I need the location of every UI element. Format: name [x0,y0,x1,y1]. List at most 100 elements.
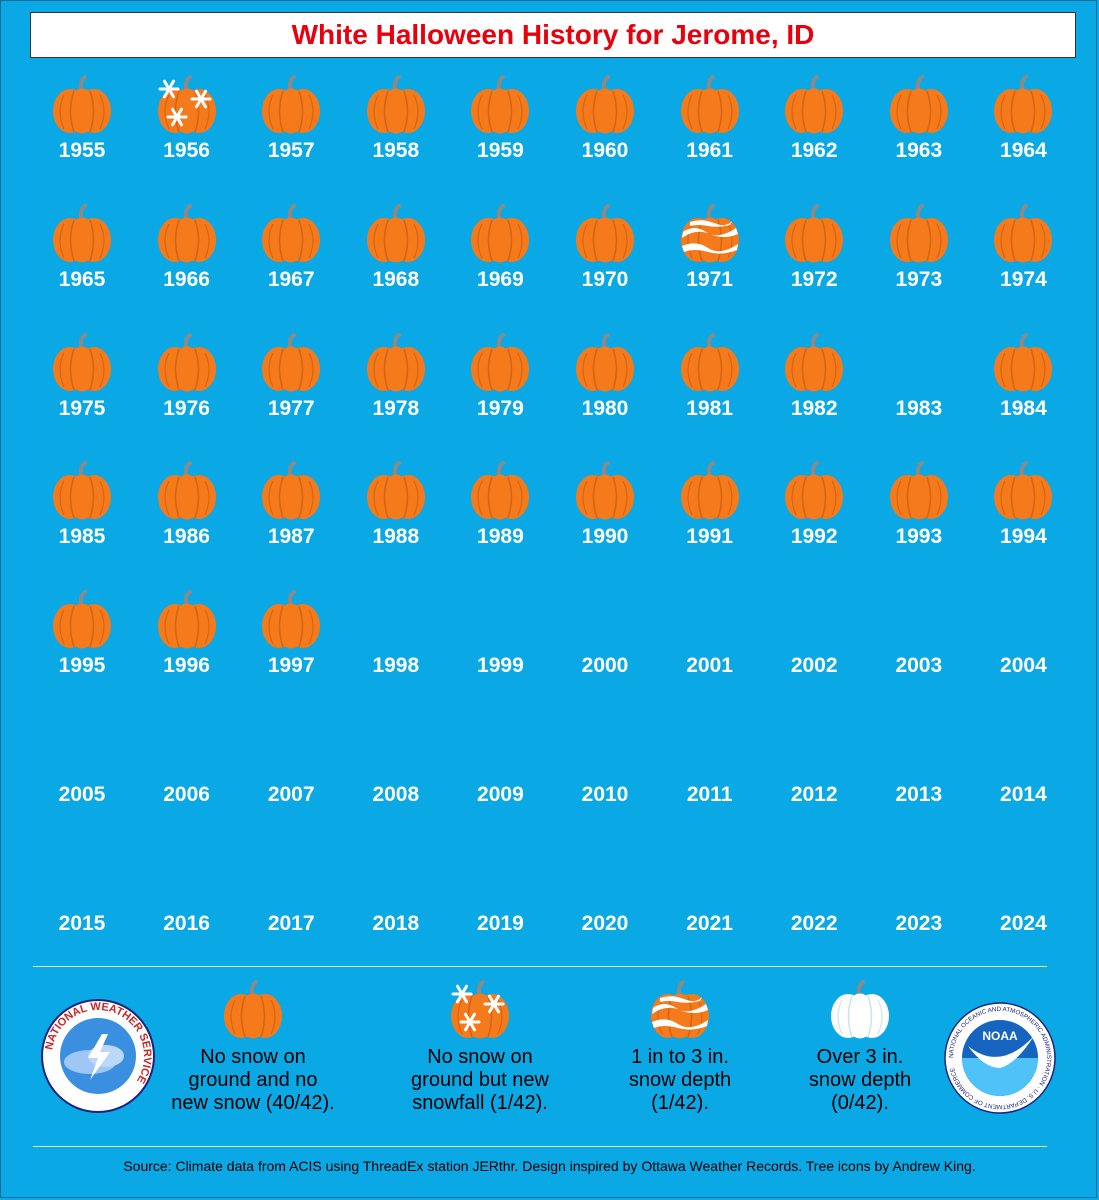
pumpkin-icon [259,332,323,393]
year-cell-1977: 1977 [239,332,343,461]
legend-text: No snow on ground and no new snow (40/42). [153,1046,353,1115]
source-note: Source: Climate data from ACIS using Thr… [123,1158,976,1174]
pumpkin-icon [573,75,637,135]
year-cell-1989: 1989 [448,461,552,589]
legend-text-line: (1/42). [651,1092,709,1114]
year-label: 1972 [790,267,838,291]
empty-icon-slot [782,590,846,650]
year-label: 1963 [895,139,943,162]
year-label: 1970 [581,267,629,291]
legend-text-line: Over 3 in. [816,1046,904,1068]
empty-icon-slot [259,848,323,908]
year-label: 1961 [686,139,733,162]
pumpkin-icon [468,332,532,393]
pumpkin-icon [259,203,323,264]
year-cell-2015: 2015 [30,848,134,976]
year-cell-2022: 2022 [762,848,866,976]
empty-icon-slot [887,590,951,650]
legend-pumpkin-icon [648,980,712,1040]
year-cell-1993: 1993 [867,461,971,589]
empty-icon-slot [887,719,951,779]
year-cell-1991: 1991 [658,461,762,589]
pumpkin-icon [573,203,637,264]
year-cell-1979: 1979 [448,332,552,461]
year-cell-2024: 2024 [971,848,1075,976]
year-label: 1987 [267,525,315,549]
year-label: 2003 [895,654,943,678]
year-label: 1993 [895,525,943,549]
legend-text: No snow on ground but new snowfall (1/42). [380,1046,580,1115]
pumpkin-icon [259,461,323,521]
year-label: 2017 [267,911,315,935]
year-cell-1955: 1955 [30,75,134,203]
year-label: 2020 [581,911,629,935]
year-label: 1994 [1000,525,1047,549]
year-label: 1968 [372,267,420,291]
empty-icon-slot [782,848,846,908]
legend-text-line: snow depth [808,1069,912,1091]
empty-icon-slot [678,848,742,908]
pumpkin-icon [155,332,219,393]
year-label: 1958 [372,139,420,162]
pumpkin-icon [155,590,219,650]
year-cell-1981: 1981 [658,332,762,461]
year-cell-2005: 2005 [30,719,134,847]
year-label: 1990 [581,525,629,549]
divider-top [33,966,1047,967]
year-label: 1981 [686,396,733,420]
year-label: 1974 [1000,267,1047,291]
year-label: 1959 [477,139,524,162]
year-cell-1982: 1982 [762,332,866,461]
year-label: 1983 [895,396,943,420]
legend-text: 1 in to 3 in. snow depth (1/42). [580,1046,780,1115]
noaa-logo: NOAA NATIONAL OCEANIC AND ATMOSPHERIC AD… [944,1002,1056,1114]
year-label: 2021 [686,911,733,935]
pumpkin-icon [364,332,428,393]
year-label: 1956 [163,139,210,162]
empty-icon-slot [573,848,637,908]
year-cell-2010: 2010 [553,719,657,847]
year-label: 2024 [1000,911,1047,935]
year-label: 1976 [163,396,210,420]
empty-icon-slot [991,719,1055,779]
pumpkin-icon [573,461,637,521]
pumpkin-icon [50,203,114,264]
year-label: 2000 [581,654,629,678]
empty-icon-slot [364,719,428,779]
pumpkin-icon [678,461,742,521]
year-cell-1961: 1961 [658,75,762,203]
year-label: 1984 [1000,396,1047,420]
pumpkin-icon [678,332,742,393]
pumpkin-icon [678,75,742,135]
year-cell-1964: 1964 [971,75,1075,203]
year-cell-1969: 1969 [448,203,552,332]
pumpkin-icon [468,203,532,264]
legend-text: Over 3 in. snow depth (0/42). [760,1046,960,1115]
year-cell-2007: 2007 [239,719,343,847]
year-cell-1971: 1971 [658,203,762,332]
empty-icon-slot [259,719,323,779]
empty-icon-slot [678,590,742,650]
pumpkin-icon [50,332,114,393]
year-label: 1988 [372,525,420,549]
year-label: 2005 [58,783,106,806]
year-cell-1995: 1995 [30,590,134,718]
pumpkin-icon [259,75,323,135]
year-label: 1995 [58,654,106,678]
empty-icon-slot [155,848,219,908]
year-label: 1973 [895,267,943,291]
pumpkin-icon [468,461,532,521]
year-label: 2009 [477,783,524,806]
year-label: 1985 [58,525,106,549]
year-cell-1990: 1990 [553,461,657,589]
pumpkin-icon [887,75,951,135]
year-cell-1956: 1956 [135,75,239,203]
pumpkin-icon [782,332,846,393]
pumpkin-icon [887,203,951,264]
empty-icon-slot [468,848,532,908]
year-cell-1974: 1974 [971,203,1075,332]
year-label: 1996 [163,654,210,678]
pumpkin-icon [364,75,428,135]
year-label: 2007 [267,783,315,806]
